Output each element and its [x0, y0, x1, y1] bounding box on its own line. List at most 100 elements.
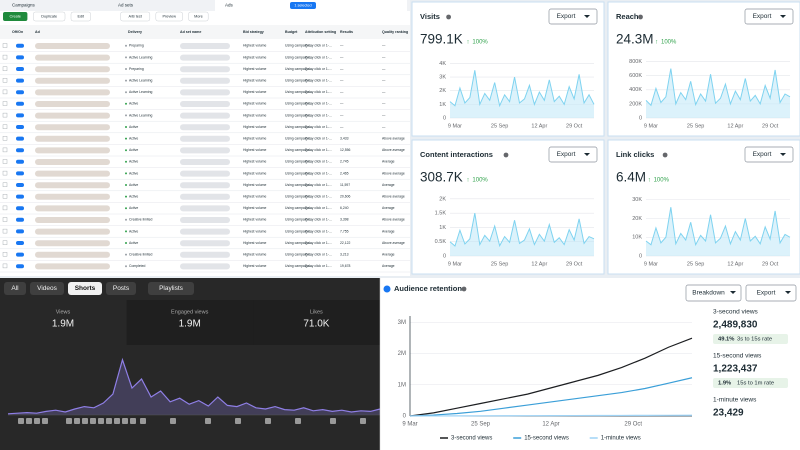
export-button[interactable] [744, 146, 794, 163]
video-thumbnail [235, 418, 241, 424]
row-checkbox[interactable] [2, 136, 8, 141]
row-checkbox[interactable] [2, 170, 8, 176]
cell: Preparing [129, 44, 144, 48]
cell: 7-day click or 1-... [305, 102, 332, 106]
tab-label: Playlists [159, 285, 184, 292]
row-checkbox[interactable] [2, 54, 8, 60]
metric-change: 100% [472, 178, 488, 184]
row-checkbox[interactable] [2, 182, 8, 187]
toggle[interactable] [16, 206, 24, 211]
toggle[interactable] [16, 194, 24, 199]
metric-area [450, 213, 594, 256]
toggle[interactable] [16, 229, 24, 234]
tab-chip[interactable] [106, 282, 136, 295]
toggle[interactable] [16, 217, 24, 222]
stat-tile[interactable] [0, 300, 127, 345]
y-tick-label: 800K [629, 59, 642, 65]
metric-change: 100% [472, 40, 488, 46]
cell: Highest volume [243, 241, 266, 245]
export-label: Export [753, 13, 772, 20]
toggle[interactable] [16, 125, 24, 129]
card-title: Content interactions [420, 150, 493, 159]
header-button-label: Breakdown [692, 290, 725, 297]
toolbar-button[interactable] [155, 11, 183, 22]
toggle[interactable] [16, 90, 24, 95]
row-checkbox[interactable] [2, 194, 8, 199]
row-checkbox[interactable] [2, 159, 8, 164]
row-checkbox[interactable] [2, 240, 8, 245]
row-checkbox[interactable] [2, 101, 8, 106]
cell: Using campaign... [285, 67, 312, 71]
export-button[interactable] [744, 8, 794, 25]
toggle[interactable] [16, 136, 24, 141]
cell: Active [129, 160, 138, 164]
row-checkbox[interactable] [2, 252, 8, 257]
tab[interactable]: Campaigns [12, 3, 36, 8]
cell: — [340, 90, 344, 94]
cell: 3,213 [340, 252, 349, 256]
tab-label: Posts [113, 285, 130, 292]
toggle[interactable] [16, 159, 24, 164]
cell: Average [382, 252, 395, 256]
row-checkbox[interactable] [2, 205, 8, 211]
toggle[interactable] [16, 241, 24, 245]
row-checkbox[interactable] [2, 112, 8, 118]
cell: Highest volume [243, 55, 266, 59]
row-checkbox[interactable] [2, 89, 8, 95]
export-button[interactable] [548, 8, 598, 25]
cell: 12,556 [340, 148, 350, 152]
ad-set-blurred [180, 101, 230, 107]
tab-chip[interactable] [4, 282, 26, 295]
cell: Highest volume [243, 171, 266, 175]
series-line [409, 414, 693, 417]
tab[interactable]: Ad sets [118, 3, 134, 8]
toolbar-button[interactable] [3, 12, 28, 21]
info-icon [446, 14, 451, 20]
ad-name-blurred [35, 159, 110, 165]
tab-chip[interactable] [148, 282, 194, 295]
row-checkbox[interactable] [2, 217, 8, 222]
header-button[interactable] [685, 284, 742, 302]
toolbar-button[interactable] [33, 11, 66, 22]
toggle[interactable] [16, 183, 24, 187]
row-checkbox[interactable] [2, 263, 8, 269]
row-checkbox[interactable] [2, 78, 8, 83]
toggle[interactable] [16, 264, 24, 269]
toggle[interactable] [16, 67, 24, 71]
ad-set-blurred [180, 170, 230, 177]
row-checkbox[interactable] [2, 147, 8, 153]
row-checkbox[interactable] [2, 66, 8, 71]
row-checkbox[interactable] [2, 228, 8, 234]
x-tick-label: 29 Oct [566, 123, 583, 129]
toolbar-button[interactable] [188, 11, 209, 22]
tab-chip[interactable] [30, 282, 64, 295]
ad-set-blurred [180, 193, 230, 200]
tab-chip[interactable] [68, 282, 102, 295]
toggle[interactable] [16, 55, 24, 60]
toolbar-button[interactable] [70, 11, 91, 22]
toggle[interactable] [16, 252, 24, 257]
tab[interactable]: Ads [225, 3, 234, 8]
export-button[interactable] [548, 146, 598, 163]
toggle[interactable] [16, 43, 24, 48]
stat-tile[interactable] [126, 300, 254, 345]
stat-tile[interactable] [253, 300, 381, 345]
export-label: Export [753, 151, 772, 158]
header-button[interactable] [745, 284, 797, 302]
toggle[interactable] [16, 148, 24, 153]
x-tick-label: 29 Oct [762, 261, 779, 267]
metric-value: 24.3M [616, 32, 654, 47]
delivery-dot [125, 242, 127, 244]
x-tick-label: 12 Apr [727, 123, 743, 129]
row-checkbox[interactable] [2, 43, 8, 48]
ad-set-blurred [180, 159, 230, 165]
dropdown-arrow [780, 153, 786, 156]
ad-set-blurred [180, 251, 230, 258]
toolbar-button[interactable] [120, 11, 151, 22]
toggle[interactable] [16, 78, 24, 83]
row-checkbox[interactable] [2, 124, 8, 129]
toggle[interactable] [16, 101, 24, 106]
toggle[interactable] [16, 113, 24, 118]
toggle[interactable] [16, 171, 24, 176]
cell: — [382, 113, 386, 117]
